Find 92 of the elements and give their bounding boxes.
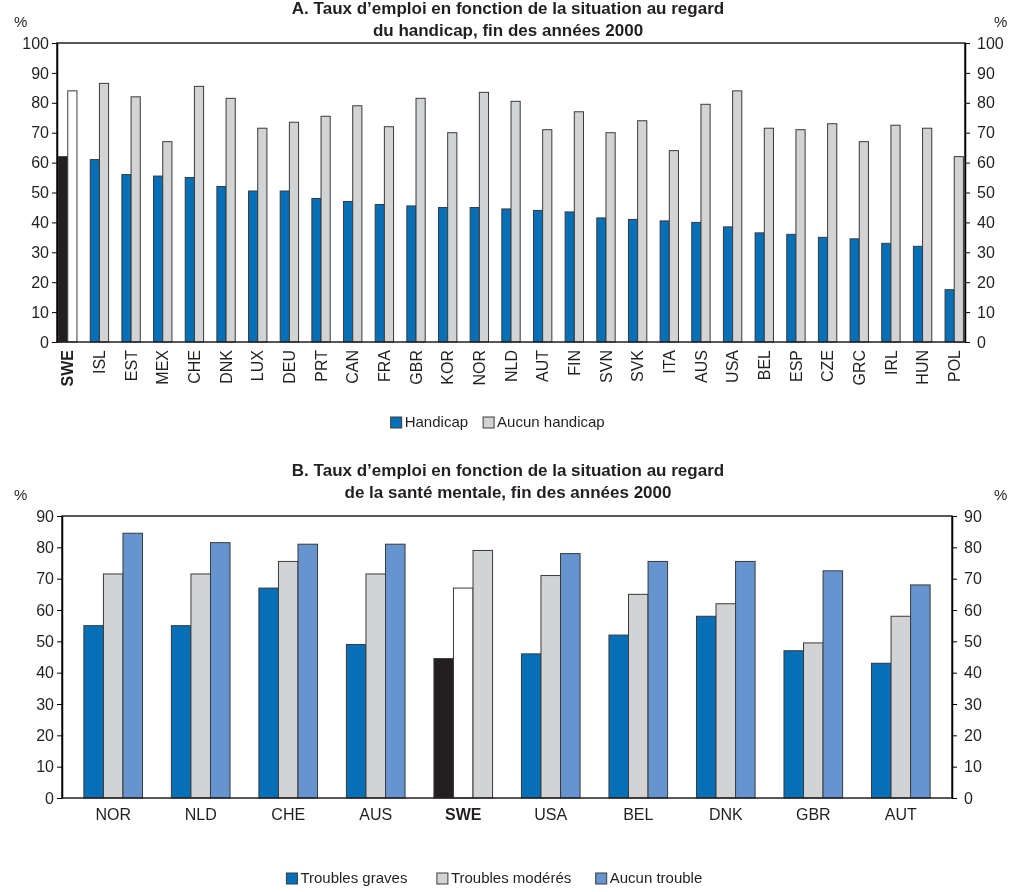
x-tick-label: CZE <box>819 350 837 382</box>
chart-title: B. Taux d’emploi en fonction de la situation au regard de la santé mentale, fin des années 2000 <box>291 461 725 502</box>
y-tick-label: 100 <box>22 34 50 52</box>
x-tick-label: GBR <box>407 350 425 385</box>
y-tick-label: 90 <box>31 64 50 82</box>
x-tick-label: NOR <box>470 350 488 386</box>
y-tick-label: 10 <box>36 758 55 776</box>
x-tick-label: CHE <box>271 806 306 824</box>
y-tick-label: 50 <box>36 632 55 650</box>
y-axis-title: % <box>14 13 28 30</box>
x-tick-label: HUN <box>914 350 932 385</box>
x-tick-label: NOR <box>95 806 131 824</box>
x-tick-label: CHE <box>186 350 203 384</box>
x-tick-label: DNK <box>708 806 743 824</box>
y2-tick-label: 10 <box>977 303 995 321</box>
x-tick-label: BEL <box>755 349 773 381</box>
legend-label: Aucun trouble <box>609 869 703 886</box>
y-tick-label: 80 <box>31 94 50 112</box>
y2-tick-label: 60 <box>964 601 982 619</box>
x-tick-label: SWE <box>445 806 482 824</box>
y2-tick-label: 30 <box>964 695 982 713</box>
x-tick-label: BEL <box>623 806 654 824</box>
x-tick-label: NLD <box>502 350 520 383</box>
y2-tick-label: 90 <box>964 507 982 525</box>
x-tick-label: GRC <box>850 350 868 386</box>
y2-tick-label: 10 <box>964 758 982 776</box>
y2-tick-label: 40 <box>964 664 982 682</box>
y-tick-label: 10 <box>31 303 50 321</box>
y2-tick-label: 80 <box>964 538 982 556</box>
y2-tick-label: 80 <box>977 94 995 112</box>
y2-tick-label: 70 <box>964 570 982 588</box>
x-tick-label: SWE <box>59 349 77 387</box>
x-tick-label: ISL <box>91 349 109 375</box>
y2-tick-label: 50 <box>977 184 995 202</box>
x-tick-label: ITA <box>660 349 678 374</box>
chart-title: A. Taux d’emploi en fonction de la situation au regard du handicap, fin des années 2000 <box>291 0 725 40</box>
y-tick-label: 20 <box>31 273 50 291</box>
legend-label: Troubles modérés <box>450 869 572 886</box>
x-tick-label: DEU <box>280 350 298 384</box>
y2-tick-label: 0 <box>964 789 973 807</box>
y-tick-label: 60 <box>36 601 55 619</box>
y2-tick-label: 60 <box>977 154 995 172</box>
y-tick-label: 30 <box>36 695 55 713</box>
y-tick-label: 30 <box>31 243 50 261</box>
x-tick-label: NLD <box>184 806 217 824</box>
x-tick-label: PRT <box>312 349 330 382</box>
y2-axis-title: % <box>994 486 1008 503</box>
y-tick-label: 70 <box>31 124 50 142</box>
x-tick-label: AUS <box>359 806 393 824</box>
legend-label: Handicap <box>404 413 469 430</box>
x-tick-label: POL <box>945 349 963 383</box>
y-tick-label: 70 <box>36 570 55 588</box>
x-tick-label: USA <box>724 349 742 383</box>
y-tick-label: 40 <box>36 664 55 682</box>
x-tick-label: AUS <box>692 350 710 383</box>
x-tick-label: CAN <box>344 350 362 384</box>
x-tick-label: ESP <box>787 350 805 383</box>
y2-tick-label: 0 <box>977 333 986 351</box>
x-tick-label: FIN <box>565 350 583 376</box>
x-tick-label: IRL <box>882 349 900 375</box>
y-tick-label: 0 <box>40 333 50 351</box>
x-tick-label: SVK <box>629 349 647 383</box>
x-tick-label: GBR <box>795 806 831 824</box>
x-tick-label: AUT <box>534 349 552 382</box>
x-tick-label: USA <box>534 806 568 824</box>
y-axis-title: % <box>14 486 28 503</box>
y-tick-label: 60 <box>31 154 50 172</box>
y-tick-label: 90 <box>36 507 55 525</box>
y2-tick-label: 70 <box>977 124 995 142</box>
y-tick-label: 20 <box>36 726 55 744</box>
y2-tick-label: 20 <box>964 726 982 744</box>
y2-tick-label: 100 <box>977 34 1004 52</box>
y-tick-label: 80 <box>36 538 55 556</box>
x-tick-label: LUX <box>249 349 267 382</box>
y2-tick-label: 40 <box>977 214 995 232</box>
y2-axis-title: % <box>994 13 1008 30</box>
x-tick-label: AUT <box>884 806 918 824</box>
x-tick-label: FRA <box>375 349 393 382</box>
x-tick-label: KOR <box>439 350 457 385</box>
x-tick-label: EST <box>122 349 140 382</box>
legend-label: Troubles graves <box>300 869 408 886</box>
y2-tick-label: 30 <box>977 243 995 261</box>
y-tick-label: 0 <box>45 789 55 807</box>
y2-tick-label: 90 <box>977 64 995 82</box>
y2-tick-label: 50 <box>964 632 982 650</box>
x-tick-label: MEX <box>154 349 172 385</box>
x-tick-label: DNK <box>217 349 235 384</box>
x-tick-label: SVN <box>597 350 615 383</box>
y-tick-label: 50 <box>31 184 50 202</box>
y2-tick-label: 20 <box>977 273 995 291</box>
y-tick-label: 40 <box>31 214 50 232</box>
legend-label: Aucun handicap <box>497 413 605 430</box>
